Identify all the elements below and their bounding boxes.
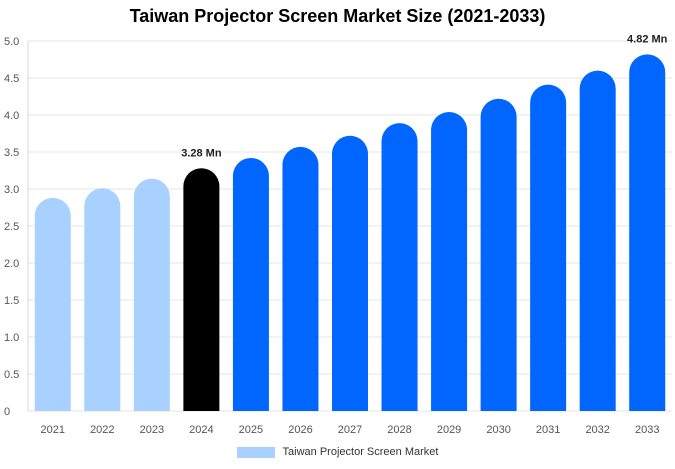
x-tick-label: 2023 bbox=[140, 424, 164, 436]
data-label-2033: 4.82 Mn bbox=[627, 33, 668, 45]
x-tick-label: 2028 bbox=[387, 424, 411, 436]
bar-2029 bbox=[431, 112, 468, 412]
bar-2026 bbox=[282, 146, 319, 411]
x-tick-label: 2029 bbox=[437, 424, 461, 436]
y-tick-label: 1.0 bbox=[4, 332, 19, 344]
x-tick-label: 2032 bbox=[585, 424, 609, 436]
data-label-2024: 3.28 Mn bbox=[181, 147, 222, 159]
x-tick-label: 2025 bbox=[239, 424, 263, 436]
y-tick-label: 0.5 bbox=[4, 369, 19, 381]
x-tick-label: 2030 bbox=[486, 424, 510, 436]
bars bbox=[34, 54, 666, 412]
data-labels: 3.28 Mn 4.82 Mn bbox=[181, 33, 667, 159]
x-tick-label: 2022 bbox=[90, 424, 114, 436]
y-tick-label: 3.5 bbox=[4, 147, 19, 159]
bar-2022 bbox=[84, 188, 121, 411]
bar-2021 bbox=[34, 197, 71, 411]
x-tick-label: 2033 bbox=[635, 424, 659, 436]
y-tick-label: 3.0 bbox=[4, 184, 19, 196]
bar-2025 bbox=[232, 157, 269, 411]
x-tick-label: 2024 bbox=[189, 424, 213, 436]
bar-2033 bbox=[629, 54, 666, 411]
bar-2032 bbox=[579, 70, 616, 411]
legend-swatch bbox=[236, 446, 275, 458]
y-tick-label: 0 bbox=[4, 406, 10, 418]
y-tick-label: 2.5 bbox=[4, 221, 19, 233]
x-axis: 2021 2022 2023 2024 2025 2026 2027 2028 2029 2030… bbox=[41, 424, 660, 436]
bar-2027 bbox=[332, 135, 368, 411]
legend-label: Taiwan Projector Screen Market bbox=[282, 446, 439, 458]
bar-2023 bbox=[133, 178, 170, 411]
y-tick-label: 2.0 bbox=[4, 258, 19, 270]
y-axis: 0 0.5 1.0 1.5 2.0 2.5 3.0 3.5 4.0 4.5 5.0 bbox=[4, 36, 29, 418]
x-tick-label: 2021 bbox=[41, 424, 65, 436]
legend: Taiwan Projector Screen Market bbox=[0, 446, 675, 458]
chart-title: Taiwan Projector Screen Market Size (202… bbox=[129, 6, 546, 26]
x-tick-label: 2027 bbox=[338, 424, 362, 436]
bar-2028 bbox=[381, 123, 418, 411]
bar-2030 bbox=[480, 98, 517, 411]
bar-2031 bbox=[530, 84, 567, 411]
x-tick-label: 2026 bbox=[288, 424, 312, 436]
bar-2024 bbox=[183, 168, 220, 411]
y-tick-label: 1.5 bbox=[4, 295, 19, 307]
y-tick-label: 5.0 bbox=[4, 36, 19, 48]
y-tick-label: 4.5 bbox=[4, 73, 19, 85]
y-tick-label: 4.0 bbox=[4, 110, 19, 122]
x-tick-label: 2031 bbox=[536, 424, 560, 436]
